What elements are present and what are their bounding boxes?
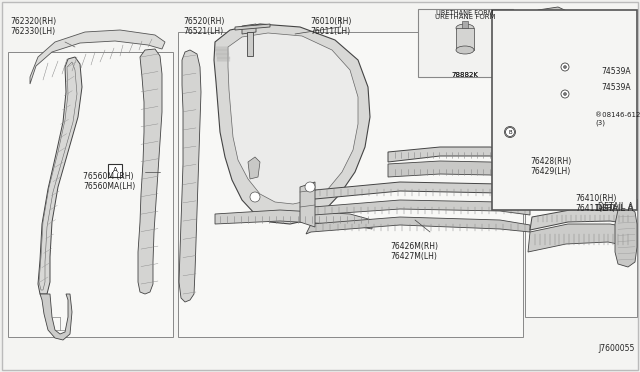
Text: DETAIL A: DETAIL A (598, 202, 633, 211)
Text: J7600055: J7600055 (598, 344, 635, 353)
Text: ®08146-6122G
(3): ®08146-6122G (3) (595, 112, 640, 125)
Bar (492, 10, 637, 210)
Text: 78882K: 78882K (452, 72, 479, 78)
Text: 762320(RH)
762330(LH): 762320(RH) 762330(LH) (10, 17, 56, 36)
Circle shape (506, 128, 515, 137)
Text: B: B (508, 129, 512, 135)
Polygon shape (215, 210, 372, 229)
Bar (8, 52, 173, 337)
Polygon shape (615, 207, 637, 267)
Text: 74539A: 74539A (601, 67, 630, 76)
Polygon shape (496, 12, 582, 142)
Polygon shape (388, 147, 520, 162)
Bar (418, 9, 513, 77)
Polygon shape (306, 217, 530, 234)
Polygon shape (228, 33, 358, 204)
Circle shape (563, 93, 566, 96)
Polygon shape (530, 7, 590, 37)
Bar (178, 32, 523, 337)
Text: URETHANE FORM: URETHANE FORM (435, 14, 495, 20)
Text: 76410(RH)
76411(LH): 76410(RH) 76411(LH) (575, 194, 616, 214)
Polygon shape (530, 209, 632, 230)
Polygon shape (247, 32, 253, 56)
Polygon shape (235, 24, 270, 30)
Polygon shape (310, 182, 530, 200)
Text: 76428(RH)
76429(LH): 76428(RH) 76429(LH) (530, 157, 572, 176)
Polygon shape (504, 19, 570, 122)
Circle shape (563, 65, 566, 68)
Text: DETAIL A: DETAIL A (596, 204, 633, 213)
Polygon shape (214, 24, 370, 224)
Polygon shape (179, 50, 201, 302)
Polygon shape (30, 30, 165, 84)
Circle shape (561, 63, 569, 71)
Circle shape (250, 192, 260, 202)
Polygon shape (248, 157, 260, 179)
Bar (108, 164, 122, 177)
Polygon shape (242, 24, 256, 34)
Polygon shape (308, 200, 530, 217)
Text: URETHANE FORM: URETHANE FORM (436, 10, 493, 16)
Bar (462, 21, 468, 28)
Polygon shape (497, 118, 545, 144)
Polygon shape (300, 182, 315, 227)
Text: 76520(RH)
76521(LH): 76520(RH) 76521(LH) (183, 17, 225, 36)
Text: 74539A: 74539A (601, 83, 630, 92)
Polygon shape (528, 224, 632, 252)
Text: 76560M (RH)
76560MA(LH): 76560M (RH) 76560MA(LH) (83, 172, 135, 192)
Polygon shape (388, 161, 520, 177)
Text: 76426M(RH)
76427M(LH): 76426M(RH) 76427M(LH) (390, 242, 438, 262)
Text: 78882K: 78882K (452, 72, 479, 78)
Circle shape (561, 90, 569, 98)
Bar (525, 199, 637, 317)
Ellipse shape (456, 24, 474, 32)
Circle shape (305, 182, 315, 192)
Polygon shape (38, 57, 82, 294)
Bar (456, 28, 474, 50)
Ellipse shape (456, 46, 474, 54)
Text: A: A (113, 167, 117, 173)
Polygon shape (138, 49, 162, 294)
Text: 76010(RH)
76011(LH): 76010(RH) 76011(LH) (310, 17, 351, 36)
Polygon shape (40, 294, 72, 340)
